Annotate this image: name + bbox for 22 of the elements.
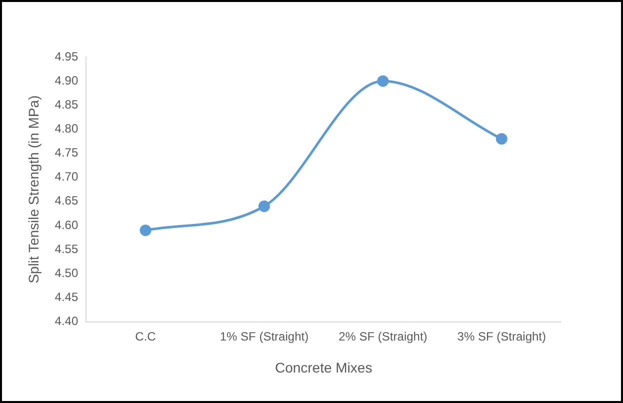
y-axis-title: Split Tensile Strength (in MPa) xyxy=(25,95,42,284)
y-tick-label: 4.65 xyxy=(54,194,78,208)
y-tick-label: 4.85 xyxy=(54,97,78,112)
point xyxy=(496,133,508,145)
point xyxy=(140,224,152,236)
y-tick-label: 4.80 xyxy=(54,122,78,136)
x-tick-label: 2% SF (Straight) xyxy=(338,329,428,344)
y-tick-label: 4.75 xyxy=(54,146,78,160)
y-tick-label: 4.95 xyxy=(54,49,78,64)
y-tick-label: 4.55 xyxy=(54,242,78,256)
y-tick-label: 4.70 xyxy=(54,170,78,184)
y-tick-label: 4.45 xyxy=(54,290,78,304)
y-tick-label: 4.40 xyxy=(54,314,78,328)
y-tick-label: 4.60 xyxy=(54,218,78,232)
x-axis-title: Concrete Mixes xyxy=(274,359,372,376)
x-tick-label: C.C xyxy=(135,329,156,344)
y-tick-label: 4.50 xyxy=(54,266,78,280)
point xyxy=(377,75,389,87)
point xyxy=(258,200,270,212)
x-tick-label: 1% SF (Straight) xyxy=(220,329,309,344)
y-tick-label: 4.90 xyxy=(54,73,78,88)
x-tick-label: 3% SF (Straight) xyxy=(457,329,546,344)
